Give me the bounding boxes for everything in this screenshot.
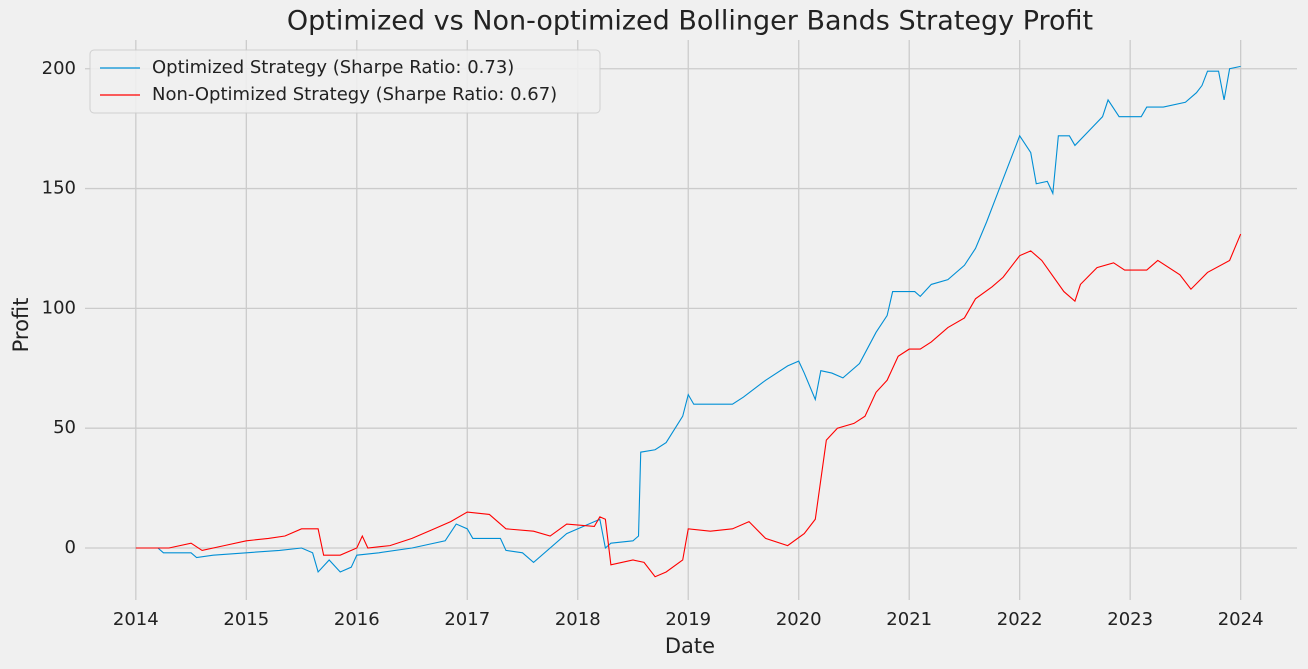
legend-label: Optimized Strategy (Sharpe Ratio: 0.73)	[152, 57, 514, 78]
x-tick-label: 2018	[555, 609, 601, 630]
chart-title: Optimized vs Non-optimized Bollinger Ban…	[287, 6, 1093, 37]
y-tick-label: 50	[53, 417, 76, 438]
legend-label: Non-Optimized Strategy (Sharpe Ratio: 0.…	[152, 84, 557, 105]
y-tick-label: 150	[42, 178, 76, 199]
x-axis-label: Date	[665, 634, 715, 658]
y-tick-label: 100	[42, 297, 76, 318]
line-series	[135, 233, 1242, 578]
x-tick-label: 2022	[997, 609, 1043, 630]
x-tick-label: 2014	[113, 609, 159, 630]
x-tick-label: 2020	[776, 609, 822, 630]
y-tick-label: 200	[42, 58, 76, 79]
line-series	[135, 65, 1241, 574]
x-tick-label: 2023	[1107, 609, 1153, 630]
x-tick-label: 2016	[334, 609, 380, 630]
x-tick-label: 2015	[223, 609, 269, 630]
x-tick-label: 2024	[1218, 609, 1264, 630]
y-axis-label: Profit	[9, 298, 33, 353]
y-tick-label: 0	[65, 537, 76, 558]
x-tick-label: 2017	[444, 609, 490, 630]
legend-box	[89, 49, 601, 114]
x-tick-label: 2021	[886, 609, 932, 630]
x-tick-label: 2019	[665, 609, 711, 630]
